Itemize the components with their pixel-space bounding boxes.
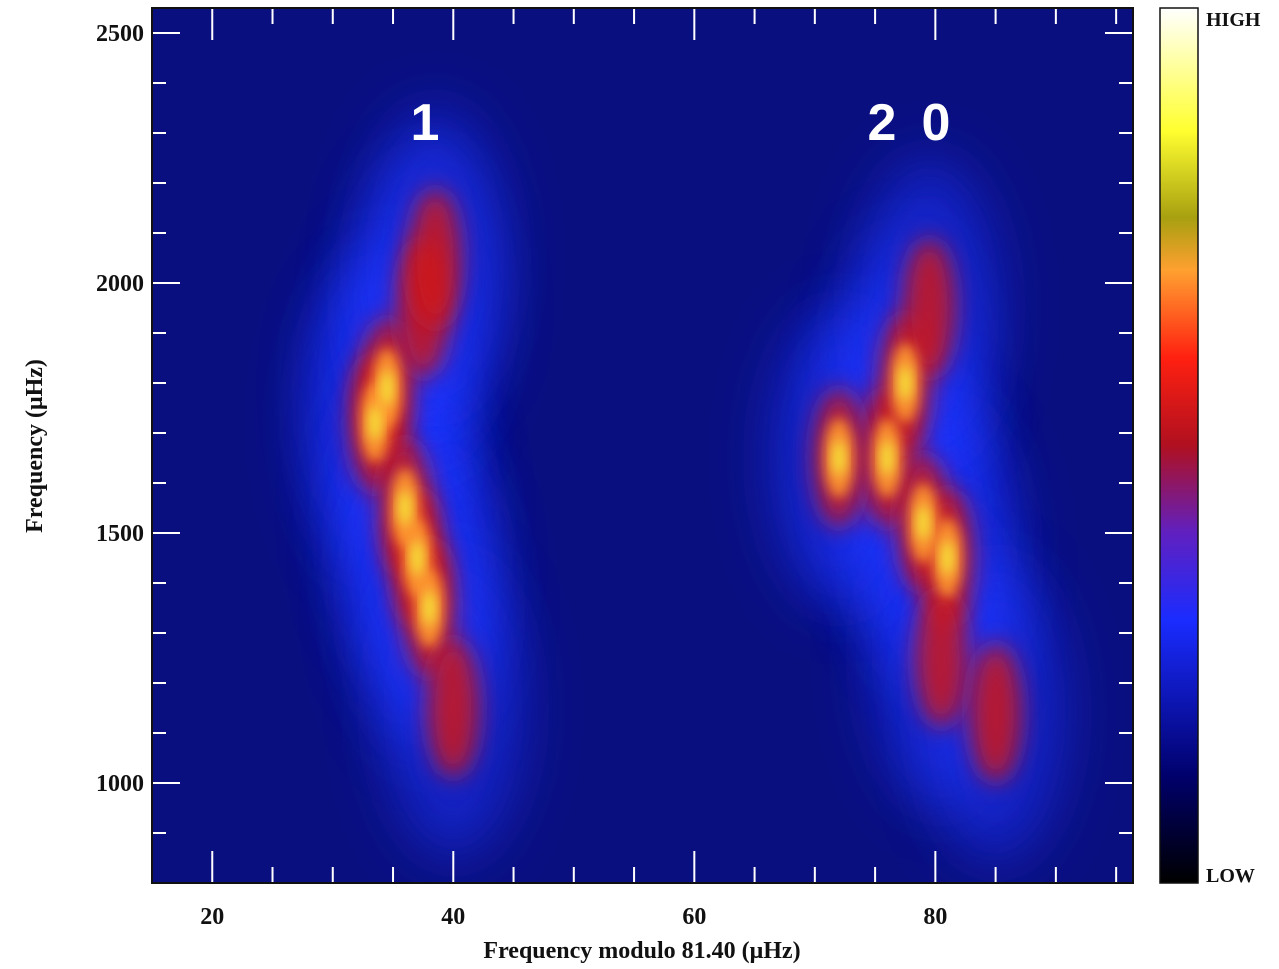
x-tick-label: 20 [200,904,224,930]
power-peak [832,440,845,476]
axes: 20 40 60 80 1000 1500 2000 2500 [96,8,1133,930]
power-mid [427,638,480,778]
y-tick-label: 2500 [96,21,144,47]
colorbar [1159,7,1199,884]
plot-frame [151,7,1134,884]
power-peak [941,540,954,576]
colorbar-high: HIGH [1206,9,1261,31]
power-mid [409,188,462,328]
x-tick-label: 80 [923,904,947,930]
power-peak [368,405,381,441]
y-tick-label: 1500 [96,521,144,547]
x-tick-label: 60 [682,904,706,930]
power-peak [899,365,912,401]
y-tick-label: 1000 [96,771,144,797]
power-mid [915,588,968,728]
y-axis-label: Frequency (μHz) [22,359,48,533]
power-peak [399,490,412,526]
x-tick-label: 40 [441,904,465,930]
power-peak [411,540,424,576]
x-axis-label: Frequency modulo 81.40 (μHz) [483,938,800,964]
power-peak [423,590,436,626]
power-peak [381,370,394,406]
power-mid [969,643,1022,783]
power-peak [917,505,930,541]
power-mid [903,238,956,378]
power-peak [881,440,894,476]
annotation: 0 [922,94,951,152]
annotation: 1 [411,94,440,152]
annotation: 2 [868,94,897,152]
colorbar-low: LOW [1206,865,1255,887]
heatmap [304,108,1066,863]
y-tick-label: 2000 [96,271,144,297]
